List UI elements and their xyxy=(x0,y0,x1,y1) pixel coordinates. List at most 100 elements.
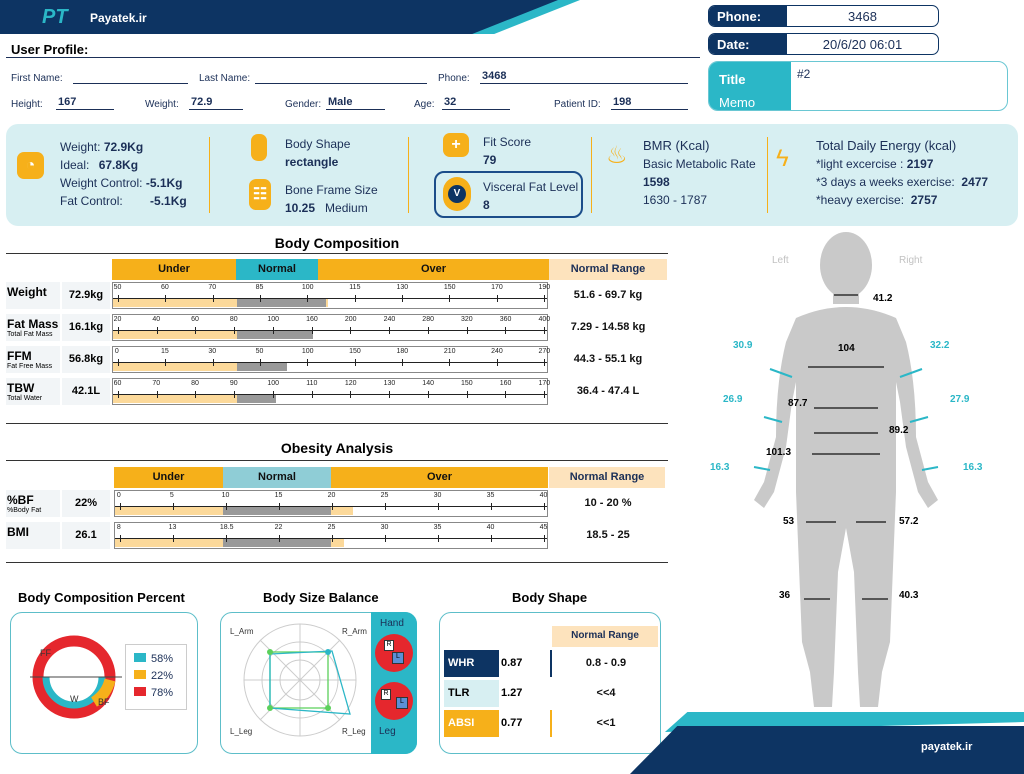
ob-normal-range-header: Normal Range xyxy=(549,467,665,488)
date-value: 20/6/20 06:01 xyxy=(822,37,903,52)
bc-tick-label: 70 xyxy=(208,284,217,291)
visceral-fat-label: Visceral Fat Level xyxy=(483,180,579,194)
body-shape-value: rectangle xyxy=(285,155,339,169)
neck-measure: 41.2 xyxy=(873,293,893,304)
first-aid-icon: + xyxy=(443,133,469,157)
right-arm-measure: 32.2 xyxy=(930,340,950,351)
summary-panel xyxy=(6,124,1018,226)
leg-label: Leg xyxy=(379,726,396,737)
first-name-label: First Name: xyxy=(11,73,63,84)
legend-label: 22% xyxy=(151,670,174,682)
visceral-fat-box xyxy=(434,171,583,218)
bc-normal-fill xyxy=(236,298,326,307)
bmr-value: 1598 xyxy=(643,175,670,189)
body-shape-icon xyxy=(251,134,267,161)
three-day-label: *3 days a weeks exercise: xyxy=(816,175,955,189)
shape-metric-value: 1.27 xyxy=(501,687,523,699)
three-day-value: 2477 xyxy=(961,175,989,189)
bc-scale: 0 15 30 50 100 150 180 210 240 270 xyxy=(112,346,551,373)
bc-tick-label: 150 xyxy=(349,348,361,355)
bc-fill-bar xyxy=(113,362,287,371)
bc-tick-label: 80 xyxy=(191,380,199,387)
waist-measure: 87.7 xyxy=(788,398,808,409)
bc-tick-label: 150 xyxy=(443,284,456,291)
bmr-sub: Basic Metabolic Rate xyxy=(643,157,756,171)
right-wrist-measure: 16.3 xyxy=(963,462,983,473)
weight-control-label: Weight Control: xyxy=(60,176,143,190)
bc-tick-label: 100 xyxy=(301,348,314,355)
bc-tick-label: 140 xyxy=(422,380,434,387)
bc-tick-label: 60 xyxy=(160,284,169,291)
shape-metric-range: <<4 xyxy=(596,687,616,699)
bone-frame-label: Bone Frame Size xyxy=(285,183,378,197)
leg-balance-icon: R L xyxy=(375,682,413,720)
bc-tick-label: 320 xyxy=(461,316,473,323)
ob-tick-label: 5 xyxy=(169,492,174,499)
w-label: W xyxy=(70,694,79,704)
bf-ring xyxy=(90,678,116,707)
summary-ideal: 67.8Kg xyxy=(98,158,139,172)
bc-row-name: TBW xyxy=(7,381,35,395)
bc-fill-bar xyxy=(113,330,313,339)
summary-weight-label: Weight: xyxy=(60,140,101,154)
phone-label: Phone: xyxy=(709,6,787,26)
bc-row-name: Weight xyxy=(7,285,47,299)
ob-normal-band: Normal xyxy=(223,467,331,488)
bc-tick-label: 270 xyxy=(538,348,551,355)
legend-item: 58% xyxy=(134,651,178,668)
flame-icon: ♨ xyxy=(606,142,628,169)
bc-row-name: Fat Mass xyxy=(7,317,59,331)
ob-normal-fill xyxy=(223,538,331,547)
ob-tick-label: 22 xyxy=(274,524,283,531)
hand-balance-icon: R L xyxy=(375,634,413,672)
ff-label: FF xyxy=(40,648,51,658)
heavy-exercise-value: 2757 xyxy=(910,193,938,207)
bc-fill-bar xyxy=(113,298,328,307)
figure-right-label: Right xyxy=(899,255,923,266)
ob-row-label: %BF %Body Fat xyxy=(6,490,60,517)
left-arm-measure: 30.9 xyxy=(733,340,753,351)
bcp-panel xyxy=(10,612,198,754)
logo: PT xyxy=(42,6,68,28)
phone-value: 3468 xyxy=(848,9,877,24)
bc-tick-label: 80 xyxy=(229,316,238,323)
light-exercise-label: *light excercise : xyxy=(816,157,904,171)
patient-id-label: Patient ID: xyxy=(554,99,601,110)
bc-row-value: 72.9kg xyxy=(62,282,110,309)
header-band xyxy=(0,0,560,34)
left-forearm-measure: 26.9 xyxy=(723,394,743,405)
bc-tick-label: 115 xyxy=(349,284,361,291)
bsb-radar: L_Arm R_Arm L_Leg R_Leg xyxy=(230,623,367,737)
age-label: Age: xyxy=(414,99,435,110)
bc-tick-label: 85 xyxy=(255,284,264,291)
bc-tick-label: 40 xyxy=(152,316,161,323)
scale-icon: ◔ xyxy=(17,152,44,179)
ob-tick-label: 8 xyxy=(116,524,121,531)
ob-normal-fill xyxy=(223,506,331,515)
bc-row-value: 16.1kg xyxy=(62,314,110,341)
bc-normal-fill xyxy=(236,394,276,403)
ob-tick-label: 18.5 xyxy=(219,524,234,531)
bmr-summary: BMR (Kcal) Basic Metabolic Rate 1598 163… xyxy=(643,137,756,209)
obesity-title: Obesity Analysis xyxy=(280,440,394,456)
legend-swatch xyxy=(134,653,146,662)
bc-tick-label: 90 xyxy=(229,380,238,387)
ob-over-band: Over xyxy=(331,467,548,488)
hip-measure: 101.3 xyxy=(766,447,792,458)
figure-left-label: Left xyxy=(772,255,789,266)
bc-tick-label: 170 xyxy=(538,380,551,387)
bc-tick-label: 210 xyxy=(443,348,456,355)
bc-normal-range-header: Normal Range xyxy=(549,259,667,280)
bsb-title: Body Size Balance xyxy=(263,590,379,605)
right-thigh-measure: 57.2 xyxy=(899,516,919,527)
ob-under-band: Under xyxy=(114,467,223,488)
bcp-legend: 58% 22% 78% xyxy=(125,644,187,710)
heavy-exercise-label: *heavy exercise: xyxy=(816,193,905,207)
bc-tick-label: 50 xyxy=(255,348,264,355)
bc-row-label: Fat Mass Total Fat Mass xyxy=(6,314,60,341)
radar-l-arm: L_Arm xyxy=(230,627,254,636)
weight-control: -5.1Kg xyxy=(145,176,183,190)
ob-row-value: 26.1 xyxy=(62,522,110,549)
lightning-icon: ϟ xyxy=(776,145,789,172)
bc-tick-label: 200 xyxy=(344,316,357,323)
